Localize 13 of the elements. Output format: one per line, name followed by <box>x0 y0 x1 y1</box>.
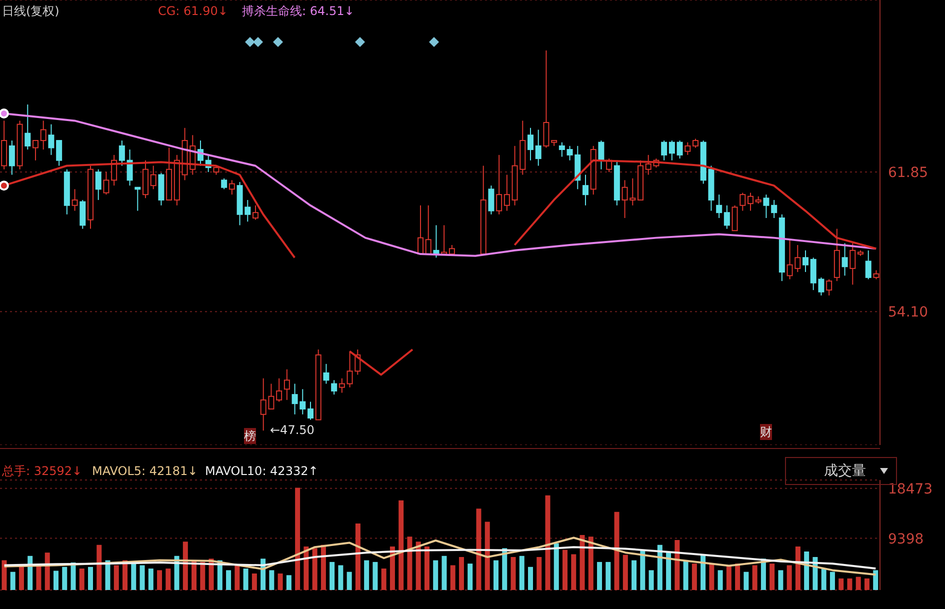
annotation: 搏杀生命线: 64.51↓ <box>242 3 354 19</box>
text: MAVOL5: 42181↓ <box>92 463 198 479</box>
annotation: CG: 61.90↓ <box>158 3 228 19</box>
annotation: 日线(复权) <box>2 3 60 19</box>
y-tick-label: 9398 <box>888 531 924 548</box>
y-tick-label: 61.85 <box>888 165 928 182</box>
text: MAVOL10: 42332↑ <box>205 463 318 479</box>
dropdown-field: 成交量 <box>785 457 897 485</box>
annotation: 榜 <box>244 428 256 444</box>
annotation: 财 <box>760 424 772 440</box>
annotation: ←47.50 <box>270 422 314 438</box>
text: 总手: 32592↓ <box>2 463 82 479</box>
y-tick-label: 54.10 <box>888 304 928 321</box>
